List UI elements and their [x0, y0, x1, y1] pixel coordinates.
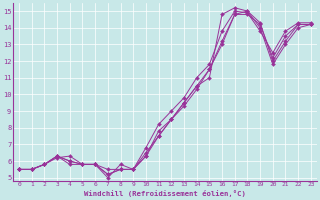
X-axis label: Windchill (Refroidissement éolien,°C): Windchill (Refroidissement éolien,°C)	[84, 190, 246, 197]
